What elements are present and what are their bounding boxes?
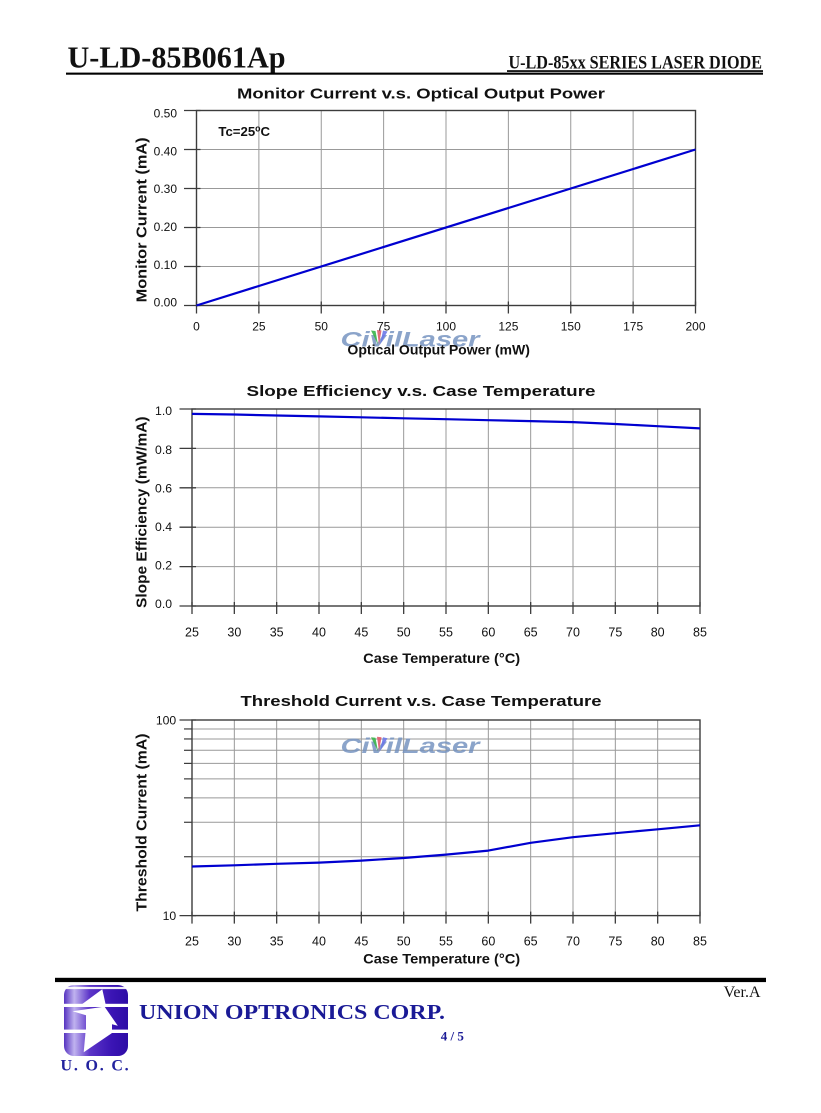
svg-text:0.0: 0.0 — [155, 597, 172, 611]
svg-text:125: 125 — [498, 320, 518, 334]
svg-text:4 / 5: 4 / 5 — [441, 1029, 465, 1044]
svg-text:45: 45 — [354, 935, 368, 949]
svg-text:Monitor Current v.s. Optical O: Monitor Current v.s. Optical Output Powe… — [237, 85, 605, 102]
svg-text:Case Temperature (°C): Case Temperature (°C) — [363, 650, 520, 666]
svg-text:0.6: 0.6 — [155, 481, 172, 495]
svg-text:0.8: 0.8 — [155, 443, 172, 457]
svg-text:40: 40 — [312, 625, 326, 639]
svg-text:30: 30 — [227, 625, 241, 639]
svg-text:0: 0 — [193, 320, 200, 334]
svg-text:150: 150 — [561, 320, 581, 334]
svg-text:Monitor Current (mA): Monitor Current (mA) — [134, 137, 151, 302]
svg-text:25: 25 — [185, 935, 199, 949]
svg-text:1.0: 1.0 — [155, 404, 172, 418]
svg-text:CivilLaser: CivilLaser — [341, 326, 482, 351]
svg-text:Ver.A: Ver.A — [724, 984, 761, 1001]
svg-text:65: 65 — [524, 625, 538, 639]
svg-text:0.4: 0.4 — [155, 520, 172, 534]
svg-text:0.00: 0.00 — [154, 296, 178, 310]
svg-text:Slope Efficiency (mW/mA): Slope Efficiency (mW/mA) — [134, 416, 151, 608]
svg-text:Slope Efficiency v.s. Case Tem: Slope Efficiency v.s. Case Temperature — [247, 383, 596, 400]
svg-text:25: 25 — [185, 625, 199, 639]
svg-text:0.50: 0.50 — [154, 106, 178, 120]
svg-text:200: 200 — [685, 320, 705, 334]
svg-text:35: 35 — [270, 625, 284, 639]
svg-text:Threshold Current (mA): Threshold Current (mA) — [134, 733, 151, 911]
svg-text:175: 175 — [623, 320, 643, 334]
svg-text:100: 100 — [436, 320, 456, 334]
svg-text:30: 30 — [227, 935, 241, 949]
svg-text:Threshold Current v.s. Case Te: Threshold Current v.s. Case Temperature — [241, 693, 602, 710]
svg-text:0.2: 0.2 — [155, 558, 172, 572]
svg-text:0.40: 0.40 — [154, 144, 178, 158]
svg-text:60: 60 — [481, 625, 495, 639]
svg-text:10: 10 — [163, 909, 177, 923]
svg-text:0.20: 0.20 — [154, 220, 178, 234]
svg-text:50: 50 — [315, 320, 329, 334]
svg-text:70: 70 — [566, 935, 580, 949]
svg-text:40: 40 — [312, 935, 326, 949]
svg-text:CivilLaser: CivilLaser — [341, 733, 482, 758]
svg-text:75: 75 — [608, 625, 622, 639]
svg-text:50: 50 — [397, 935, 411, 949]
svg-text:Optical Output Power (mW): Optical Output Power (mW) — [347, 341, 530, 357]
svg-text:100: 100 — [156, 714, 177, 728]
svg-text:UNION OPTRONICS CORP.: UNION OPTRONICS CORP. — [139, 1000, 445, 1024]
svg-text:45: 45 — [354, 625, 368, 639]
svg-text:Case Temperature (°C): Case Temperature (°C) — [363, 951, 520, 967]
svg-text:65: 65 — [524, 935, 538, 949]
svg-text:70: 70 — [566, 625, 580, 639]
svg-text:75: 75 — [377, 320, 391, 334]
svg-text:0.30: 0.30 — [154, 182, 178, 196]
svg-text:85: 85 — [693, 935, 707, 949]
svg-text:85: 85 — [693, 625, 707, 639]
svg-text:U-LD-85xx SERIES LASER DIODE: U-LD-85xx SERIES LASER DIODE — [509, 53, 763, 73]
svg-text:60: 60 — [481, 935, 495, 949]
svg-text:80: 80 — [651, 625, 665, 639]
svg-text:U-LD-85B061Ap: U-LD-85B061Ap — [68, 40, 286, 74]
svg-text:0.10: 0.10 — [154, 258, 178, 272]
svg-text:50: 50 — [397, 625, 411, 639]
svg-text:75: 75 — [608, 935, 622, 949]
svg-text:U. O. C.: U. O. C. — [61, 1058, 131, 1075]
svg-text:35: 35 — [270, 935, 284, 949]
svg-text:Tc=25oC: Tc=25oC — [218, 123, 270, 139]
svg-text:55: 55 — [439, 935, 453, 949]
svg-text:25: 25 — [252, 320, 266, 334]
svg-text:55: 55 — [439, 625, 453, 639]
svg-text:80: 80 — [651, 935, 665, 949]
